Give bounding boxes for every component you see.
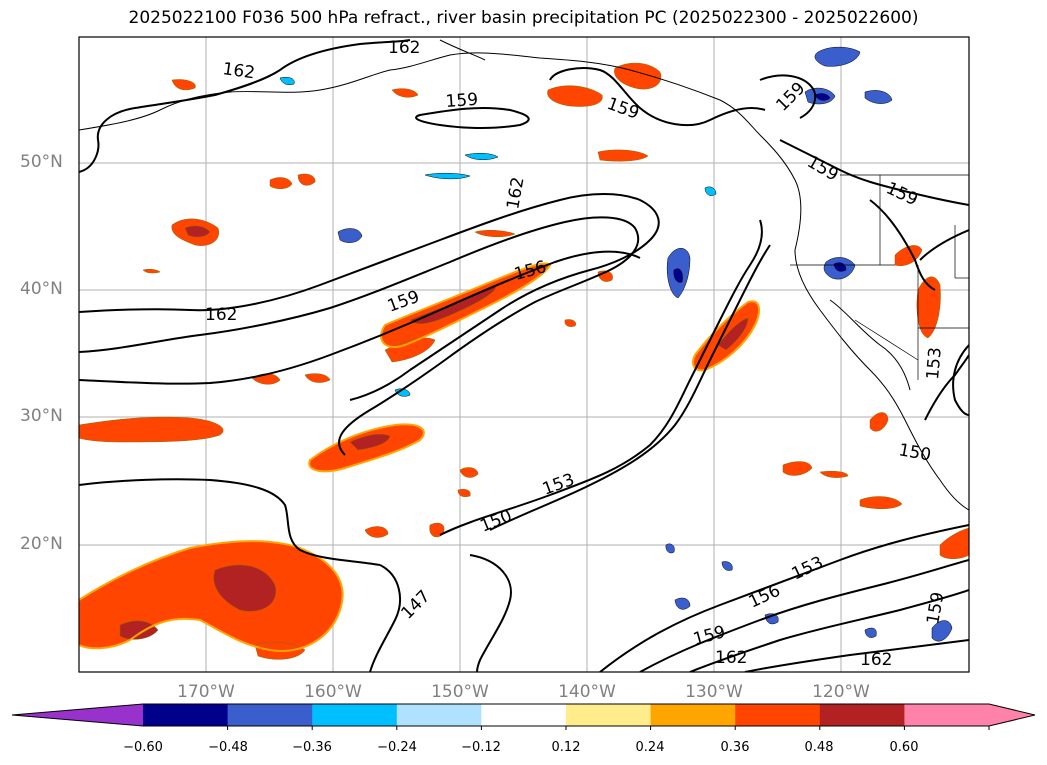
map-title: 2025022100 F036 500 hPa refract., river … <box>128 8 919 28</box>
political-borders <box>790 174 969 380</box>
colorbar-tick-label: −0.36 <box>292 740 332 755</box>
colorbar-segment <box>904 704 990 726</box>
lat-label: 20°N <box>20 534 63 554</box>
colorbar <box>11 703 1036 730</box>
contour-label: 162 <box>715 648 747 668</box>
colorbar-tick-label: −0.60 <box>123 740 163 755</box>
contour-label: 162 <box>860 650 892 670</box>
map-frame <box>78 36 970 673</box>
colorbar-extend-low <box>12 704 143 726</box>
lon-label: 160°W <box>304 682 362 702</box>
lon-label: 150°W <box>431 682 489 702</box>
colorbar-tick-label: −0.48 <box>208 740 248 755</box>
positive-precip-shading <box>79 62 969 660</box>
colorbar-segment <box>481 704 567 726</box>
contour-label: 162 <box>205 305 237 325</box>
colorbar-tick-label: −0.12 <box>461 740 501 755</box>
lat-label: 30°N <box>20 406 63 426</box>
colorbar-tick-label: −0.24 <box>377 740 417 755</box>
refractivity-contours <box>79 39 969 672</box>
lat-label: 40°N <box>20 279 63 299</box>
coastlines <box>79 39 969 511</box>
colorbar-segment <box>312 704 398 726</box>
lon-label: 120°W <box>812 682 870 702</box>
lon-label: 170°W <box>177 682 235 702</box>
colorbar-segment <box>143 704 229 726</box>
contour-label: 162 <box>388 38 420 58</box>
colorbar-tick-label: 0.12 <box>551 740 581 755</box>
colorbar-segment <box>396 704 482 726</box>
colorbar-segment <box>735 704 821 726</box>
colorbar-tick-label: 0.60 <box>889 740 919 755</box>
lon-label: 130°W <box>685 682 743 702</box>
contour-label: 162 <box>221 59 256 83</box>
lat-label: 50°N <box>20 152 63 172</box>
lon-label: 140°W <box>558 682 616 702</box>
colorbar-tick-label: 0.36 <box>720 740 750 755</box>
positive-precip-edges <box>79 262 761 652</box>
colorbar-segment <box>566 704 652 726</box>
colorbar-extend-high <box>989 704 1035 726</box>
colorbar-segment <box>650 704 736 726</box>
colorbar-tick-label: 0.48 <box>804 740 834 755</box>
contour-label: 159 <box>445 90 479 112</box>
colorbar-outline <box>11 703 1036 727</box>
colorbar-segment <box>819 704 905 726</box>
contour-label: 153 <box>923 346 946 380</box>
colorbar-segment <box>227 704 313 726</box>
colorbar-tick-label: 0.24 <box>635 740 665 755</box>
